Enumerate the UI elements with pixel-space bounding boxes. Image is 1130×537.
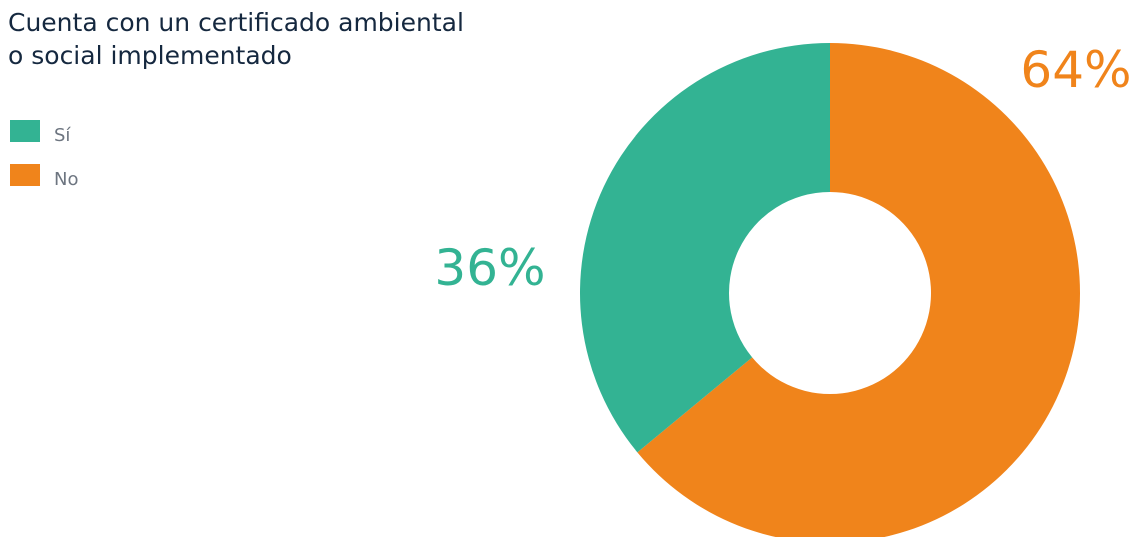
legend-label-no: No xyxy=(54,168,79,190)
chart-title-line-1: Cuenta con un certificado ambiental xyxy=(8,8,464,37)
slice-no xyxy=(637,43,1080,537)
donut-slices xyxy=(580,43,1080,537)
chart-title-line-2: o social implementado xyxy=(8,41,292,70)
slice-label-si: 36% xyxy=(434,239,545,297)
legend-item-no: No xyxy=(10,162,79,190)
legend-label-si: Sí xyxy=(54,124,71,146)
slice-si xyxy=(580,43,830,453)
chart-title: Cuenta con un certificado ambiental o so… xyxy=(8,6,528,72)
legend-swatch-no xyxy=(10,164,40,186)
legend: Sí No xyxy=(10,118,78,206)
slice-label-no: 64% xyxy=(1020,41,1130,99)
legend-swatch-si xyxy=(10,120,40,142)
legend-item-si: Sí xyxy=(10,118,78,146)
